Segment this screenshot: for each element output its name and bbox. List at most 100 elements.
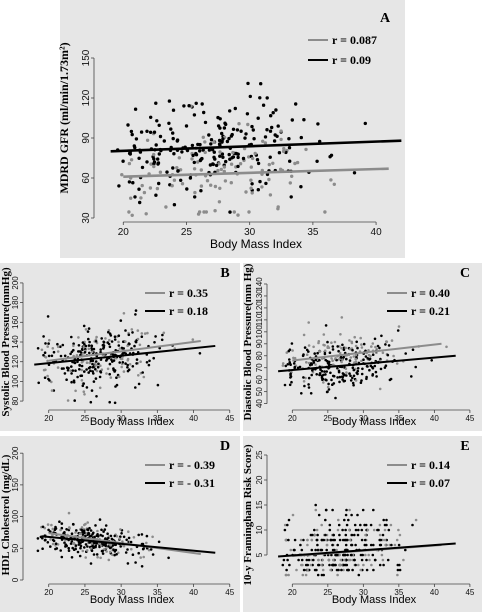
data-point [281, 362, 285, 365]
data-point [315, 568, 318, 572]
data-point [82, 345, 86, 349]
data-point [70, 365, 73, 368]
legend-label: r = 0.21 [411, 304, 450, 318]
data-point [239, 129, 243, 133]
data-point [314, 503, 318, 507]
data-point [304, 376, 307, 380]
data-point [354, 357, 358, 361]
data-point [101, 552, 105, 555]
data-point [49, 530, 52, 533]
data-point [63, 372, 67, 375]
y-tick-label: 10 [255, 525, 264, 534]
data-point [297, 558, 300, 562]
data-point [285, 351, 289, 354]
data-point [134, 137, 139, 141]
data-point [89, 529, 93, 532]
legend-label: r = 0.14 [411, 458, 450, 472]
data-point [348, 339, 351, 342]
data-point [212, 155, 216, 159]
data-point [305, 353, 309, 357]
data-point [371, 366, 375, 370]
data-point [108, 345, 112, 349]
data-point [309, 563, 313, 567]
data-point [56, 342, 59, 346]
data-point [244, 132, 248, 136]
data-point [95, 553, 99, 556]
data-point [318, 350, 322, 353]
y-tick-label: 90 [81, 132, 92, 144]
x-axis-label: Body Mass Index [90, 416, 175, 428]
data-point [99, 348, 102, 351]
data-point [117, 334, 121, 338]
y-tick-label: 5 [255, 552, 264, 557]
data-point [340, 346, 343, 350]
data-point [212, 140, 216, 144]
data-point [148, 186, 153, 190]
data-point [86, 330, 90, 333]
data-point [95, 395, 98, 398]
data-point [113, 550, 117, 553]
data-point [303, 384, 306, 388]
data-point [78, 554, 82, 558]
y-tick-label: 50 [255, 387, 264, 396]
data-point [311, 369, 314, 372]
data-point [244, 190, 248, 194]
data-point [267, 177, 271, 182]
data-point [294, 102, 298, 106]
y-tick-label: 80 [255, 351, 264, 360]
data-point [396, 573, 399, 577]
data-point [332, 563, 335, 567]
data-point [331, 508, 334, 512]
data-point [148, 130, 153, 134]
data-point [345, 374, 348, 377]
data-point [88, 340, 91, 344]
data-point [154, 143, 158, 147]
data-point [350, 533, 354, 537]
data-point [331, 359, 334, 363]
data-point [321, 568, 325, 572]
data-point [222, 126, 227, 130]
data-point [307, 361, 311, 365]
data-point [352, 355, 356, 358]
data-point [300, 392, 303, 395]
data-point [115, 383, 119, 387]
data-point [175, 139, 179, 143]
data-point [322, 333, 326, 336]
data-point [139, 130, 144, 134]
data-point [155, 186, 160, 191]
data-point [51, 347, 55, 350]
data-point [105, 550, 108, 553]
data-point [138, 343, 142, 347]
data-point [67, 511, 71, 515]
data-point [387, 528, 391, 532]
data-point [217, 162, 221, 166]
y-tick-label: 25 [255, 450, 264, 459]
data-point [392, 354, 395, 358]
data-point [315, 538, 319, 542]
data-point [70, 372, 73, 375]
data-point [317, 558, 320, 562]
data-point [312, 361, 316, 364]
data-point [334, 396, 337, 400]
data-point [224, 159, 228, 164]
data-point [70, 380, 73, 384]
data-point [385, 518, 388, 522]
data-point [326, 385, 330, 389]
data-point [229, 162, 234, 166]
data-point [227, 152, 231, 157]
data-point [371, 553, 375, 557]
data-point [113, 335, 117, 339]
data-point [288, 383, 292, 387]
data-point [320, 573, 324, 577]
y-tick-label: 0 [11, 577, 20, 582]
data-point [103, 543, 106, 547]
data-point [108, 400, 111, 404]
data-point [325, 548, 329, 552]
y-axis-label: 10-y Framingham Risk Score) [242, 444, 254, 586]
data-point [80, 364, 84, 368]
data-point [402, 558, 405, 562]
data-point [140, 335, 144, 339]
data-point [331, 374, 335, 378]
data-point [220, 140, 224, 144]
data-point [344, 528, 347, 532]
